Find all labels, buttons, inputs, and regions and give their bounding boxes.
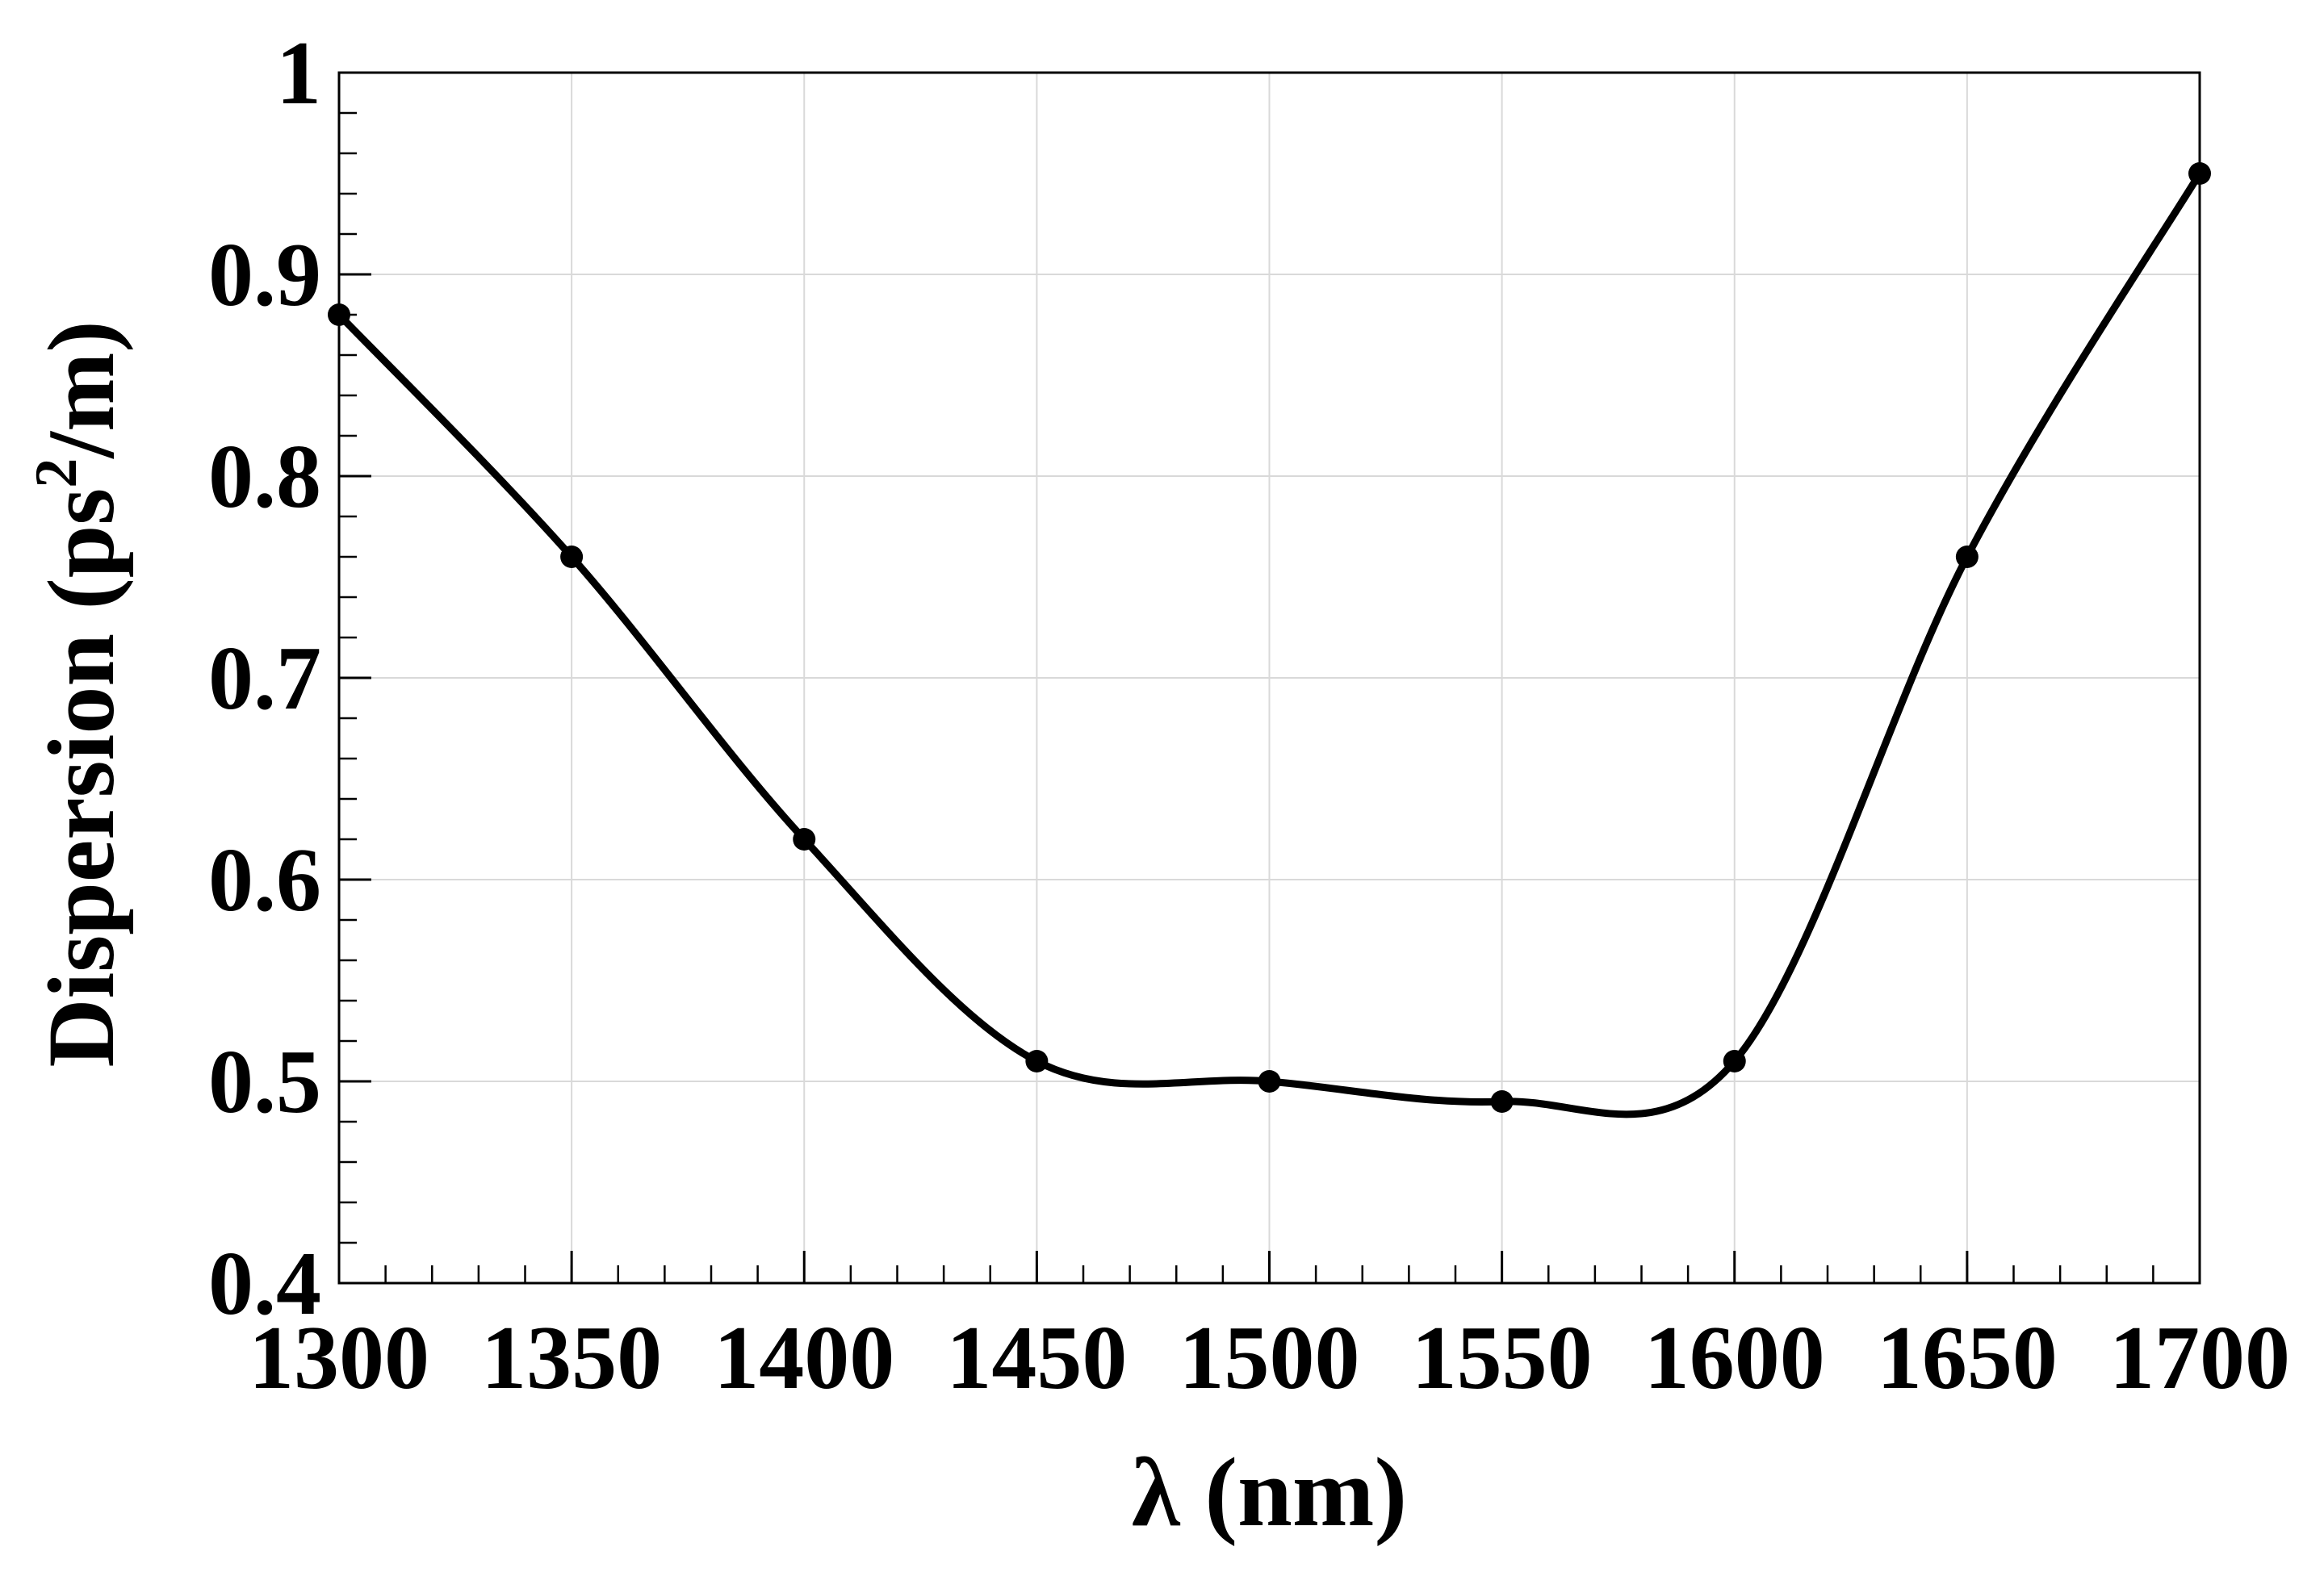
x-tick-label: 1550 [1412,1308,1593,1408]
x-tick-label: 1450 [946,1308,1127,1408]
x-tick-label: 1700 [2109,1308,2290,1408]
grid-lines [338,72,2200,1284]
data-point [1258,1070,1281,1093]
x-tick-label: 1600 [1644,1308,1825,1408]
data-point [1025,1050,1049,1072]
y-axis-title: Dispersion (ps2/m) [23,320,134,1067]
y-tick-label: 0.7 [208,629,321,729]
y-tick-label: 0.9 [208,225,321,325]
x-axis-title: λ (nm) [1132,1438,1407,1547]
x-tick-label: 1350 [481,1308,662,1408]
data-point [1955,546,1979,568]
y-axis-title-end: /m) [28,320,134,459]
x-tick-label: 1500 [1179,1308,1360,1408]
series-layer [335,169,2204,1118]
series-line [335,169,2204,1118]
data-point [793,828,816,851]
x-tick-label: 1400 [714,1308,894,1408]
data-point [1490,1090,1514,1113]
y-tick-label: 1 [276,23,321,123]
data-point [1723,1050,1746,1072]
y-tick-label: 0.5 [208,1032,321,1132]
y-tick-labels: 0.4 0.5 0.6 0.7 0.8 0.9 1 [208,23,321,1334]
marker-layer [328,162,2211,1113]
y-axis-title-superscript: 2 [23,458,90,488]
plot-frame [337,71,2201,1285]
y-tick-label: 0.4 [208,1234,321,1334]
y-tick-label: 0.6 [208,830,321,930]
data-point [560,546,584,568]
y-axis-title-main: Dispersion (ps [28,488,134,1068]
x-tick-label: 1300 [249,1308,429,1408]
x-tick-labels: 1300 1350 1400 1450 1500 1550 1600 1650 1700 [249,1308,2290,1408]
y-tick-label: 0.8 [208,427,321,527]
x-tick-label: 1650 [1877,1308,2058,1408]
